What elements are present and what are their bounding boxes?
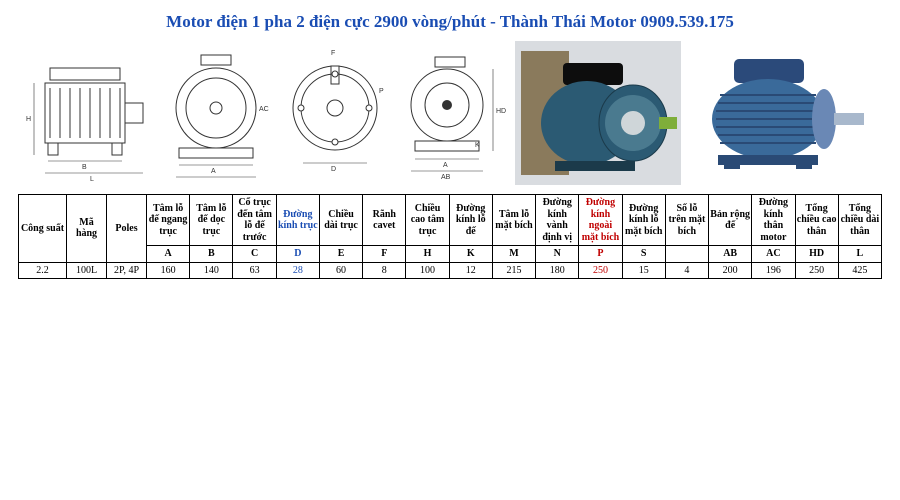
cell-value: 200 bbox=[709, 262, 752, 279]
col-header: Đường kính lỗ mặt bích bbox=[622, 195, 665, 246]
col-letter: AC bbox=[752, 246, 795, 263]
col-header: Tổng chiều dài thân bbox=[838, 195, 881, 246]
col-header: Chiều dài trục bbox=[319, 195, 362, 246]
col-letter: D bbox=[276, 246, 319, 263]
col-header: Đường kính vành định vị bbox=[536, 195, 579, 246]
cell-power: 2.2 bbox=[19, 262, 67, 279]
svg-text:F: F bbox=[331, 50, 335, 57]
svg-text:B: B bbox=[82, 164, 87, 171]
col-letter: L bbox=[838, 246, 881, 263]
svg-text:P: P bbox=[379, 88, 384, 95]
cell-value: 60 bbox=[319, 262, 362, 279]
col-letter bbox=[665, 246, 708, 263]
svg-text:A: A bbox=[211, 168, 216, 175]
col-letter: M bbox=[492, 246, 535, 263]
cell-value: 4 bbox=[665, 262, 708, 279]
svg-text:A: A bbox=[443, 162, 448, 169]
svg-text:K: K bbox=[475, 142, 480, 149]
cell-value: 15 bbox=[622, 262, 665, 279]
cell-value: 180 bbox=[536, 262, 579, 279]
cell-value: 63 bbox=[233, 262, 276, 279]
col-header: Rãnh cavet bbox=[363, 195, 406, 246]
col-letter: B bbox=[190, 246, 233, 263]
col-header: Chiều cao tâm trục bbox=[406, 195, 449, 246]
spec-table-header: Công suấtMã hàngPolesTâm lỗ đế ngang trụ… bbox=[19, 195, 882, 263]
col-letter: AB bbox=[709, 246, 752, 263]
col-letter: K bbox=[449, 246, 492, 263]
col-header: Đường kính lỗ đế bbox=[449, 195, 492, 246]
cell-value: 140 bbox=[190, 262, 233, 279]
col-header: Poles bbox=[107, 195, 147, 263]
col-header: Tâm lỗ mặt bích bbox=[492, 195, 535, 246]
spec-table-body: 2.2100L2P, 4P160140632860810012215180250… bbox=[19, 262, 882, 279]
diagram-front-view: A AC bbox=[157, 40, 277, 186]
cell-value: 215 bbox=[492, 262, 535, 279]
col-letter: A bbox=[147, 246, 190, 263]
col-letter: P bbox=[579, 246, 622, 263]
svg-text:HD: HD bbox=[496, 108, 506, 115]
col-letter: C bbox=[233, 246, 276, 263]
images-row: B L H A AC P F D bbox=[18, 38, 882, 188]
svg-text:D: D bbox=[331, 166, 336, 173]
col-header: Đường kính trục bbox=[276, 195, 319, 246]
cell-value: 100 bbox=[406, 262, 449, 279]
col-header: Đường kính thân motor bbox=[752, 195, 795, 246]
col-header: Số lỗ trên mặt bích bbox=[665, 195, 708, 246]
motor-photo-flange bbox=[513, 40, 683, 186]
cell-value: 160 bbox=[147, 262, 190, 279]
col-letter: E bbox=[319, 246, 362, 263]
col-header: Bản rộng đế bbox=[709, 195, 752, 246]
spec-table: Công suấtMã hàngPolesTâm lỗ đế ngang trụ… bbox=[18, 194, 882, 279]
svg-text:AB: AB bbox=[441, 174, 451, 181]
col-header: Cổ trục đến tâm lỗ đế trước bbox=[233, 195, 276, 246]
page-title: Motor điện 1 pha 2 điện cực 2900 vòng/ph… bbox=[18, 12, 882, 32]
col-letter: H bbox=[406, 246, 449, 263]
cell-value: 250 bbox=[795, 262, 838, 279]
cell-value: 196 bbox=[752, 262, 795, 279]
col-header: Công suất bbox=[19, 195, 67, 263]
cell-value: 8 bbox=[363, 262, 406, 279]
diagram-side-small: A AB HD K bbox=[395, 40, 510, 186]
col-letter: N bbox=[536, 246, 579, 263]
diagram-flange: P F D bbox=[281, 40, 391, 186]
cell-code: 100L bbox=[67, 262, 107, 279]
cell-value: 425 bbox=[838, 262, 881, 279]
col-header: Tâm lỗ đế ngang trục bbox=[147, 195, 190, 246]
cell-value: 12 bbox=[449, 262, 492, 279]
svg-text:AC: AC bbox=[259, 106, 269, 113]
col-header: Đường kính ngoài mặt bích bbox=[579, 195, 622, 246]
col-letter: HD bbox=[795, 246, 838, 263]
col-letter: S bbox=[622, 246, 665, 263]
svg-text:H: H bbox=[26, 116, 31, 123]
cell-poles: 2P, 4P bbox=[107, 262, 147, 279]
col-header: Mã hàng bbox=[67, 195, 107, 263]
motor-photo-foot bbox=[687, 40, 882, 186]
col-letter: F bbox=[363, 246, 406, 263]
cell-value: 28 bbox=[276, 262, 319, 279]
svg-text:L: L bbox=[90, 176, 94, 183]
cell-value: 250 bbox=[579, 262, 622, 279]
table-row: 2.2100L2P, 4P160140632860810012215180250… bbox=[19, 262, 882, 279]
col-header: Tâm lỗ đế dọc trục bbox=[190, 195, 233, 246]
diagram-side-view: B L H bbox=[18, 40, 153, 186]
col-header: Tổng chiều cao thân bbox=[795, 195, 838, 246]
